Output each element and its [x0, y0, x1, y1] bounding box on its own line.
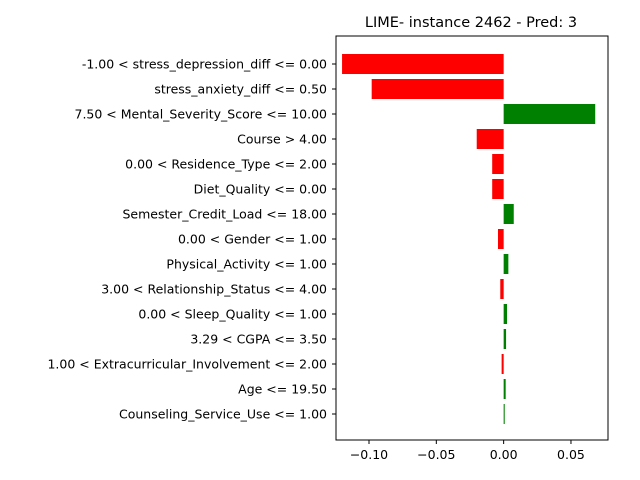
bar-6 — [503, 204, 514, 224]
bar-7 — [497, 229, 504, 249]
bar-9 — [500, 279, 504, 299]
bar-0 — [342, 54, 504, 74]
y-tick-labels: -1.00 < stress_depression_diff <= 0.00 st… — [47, 57, 336, 422]
bars-group — [342, 54, 596, 424]
y-tick-label-0: -1.00 < stress_depression_diff <= 0.00 — [82, 57, 327, 72]
x-tick-label-2: 0.00 — [490, 447, 518, 462]
bar-13 — [503, 379, 506, 399]
y-tick-label-4: 0.00 < Residence_Type <= 2.00 — [125, 157, 327, 172]
y-tick-label-14: Counseling_Service_Use <= 1.00 — [119, 407, 327, 422]
x-tick-label-1: −0.05 — [417, 447, 455, 462]
x-tick-label-3: 0.05 — [557, 447, 585, 462]
y-tick-label-2: 7.50 < Mental_Severity_Score <= 10.00 — [75, 107, 328, 122]
bar-12 — [501, 354, 504, 374]
y-tick-label-1: stress_anxiety_diff <= 0.50 — [154, 82, 327, 97]
bar-14 — [503, 404, 505, 424]
bar-11 — [503, 329, 507, 349]
y-tick-label-7: 0.00 < Gender <= 1.00 — [178, 232, 327, 247]
y-tick-label-6: Semester_Credit_Load <= 18.00 — [123, 207, 328, 222]
bar-3 — [476, 129, 504, 149]
bar-1 — [371, 79, 504, 99]
y-tick-label-3: Course > 4.00 — [237, 132, 327, 147]
bar-2 — [503, 104, 596, 124]
bar-10 — [503, 304, 508, 324]
x-tick-label-0: −0.10 — [350, 447, 388, 462]
bar-4 — [492, 154, 504, 174]
plot-frame — [335, 35, 609, 441]
x-axis-ticks: −0.10 −0.05 0.00 0.05 — [350, 440, 585, 462]
y-tick-label-12: 1.00 < Extracurricular_Involvement <= 2.… — [47, 357, 327, 372]
y-tick-label-11: 3.29 < CGPA <= 3.50 — [190, 332, 327, 347]
y-tick-label-5: Diet_Quality <= 0.00 — [194, 182, 327, 197]
y-tick-label-8: Physical_Activity <= 1.00 — [166, 257, 327, 272]
bar-5 — [492, 179, 504, 199]
chart-title: LIME- instance 2462 - Pred: 3 — [365, 15, 577, 31]
y-tick-label-9: 3.00 < Relationship_Status <= 4.00 — [101, 282, 327, 297]
y-tick-label-10: 0.00 < Sleep_Quality <= 1.00 — [138, 307, 327, 322]
bar-8 — [503, 254, 509, 274]
y-tick-label-13: Age <= 19.50 — [238, 382, 327, 397]
